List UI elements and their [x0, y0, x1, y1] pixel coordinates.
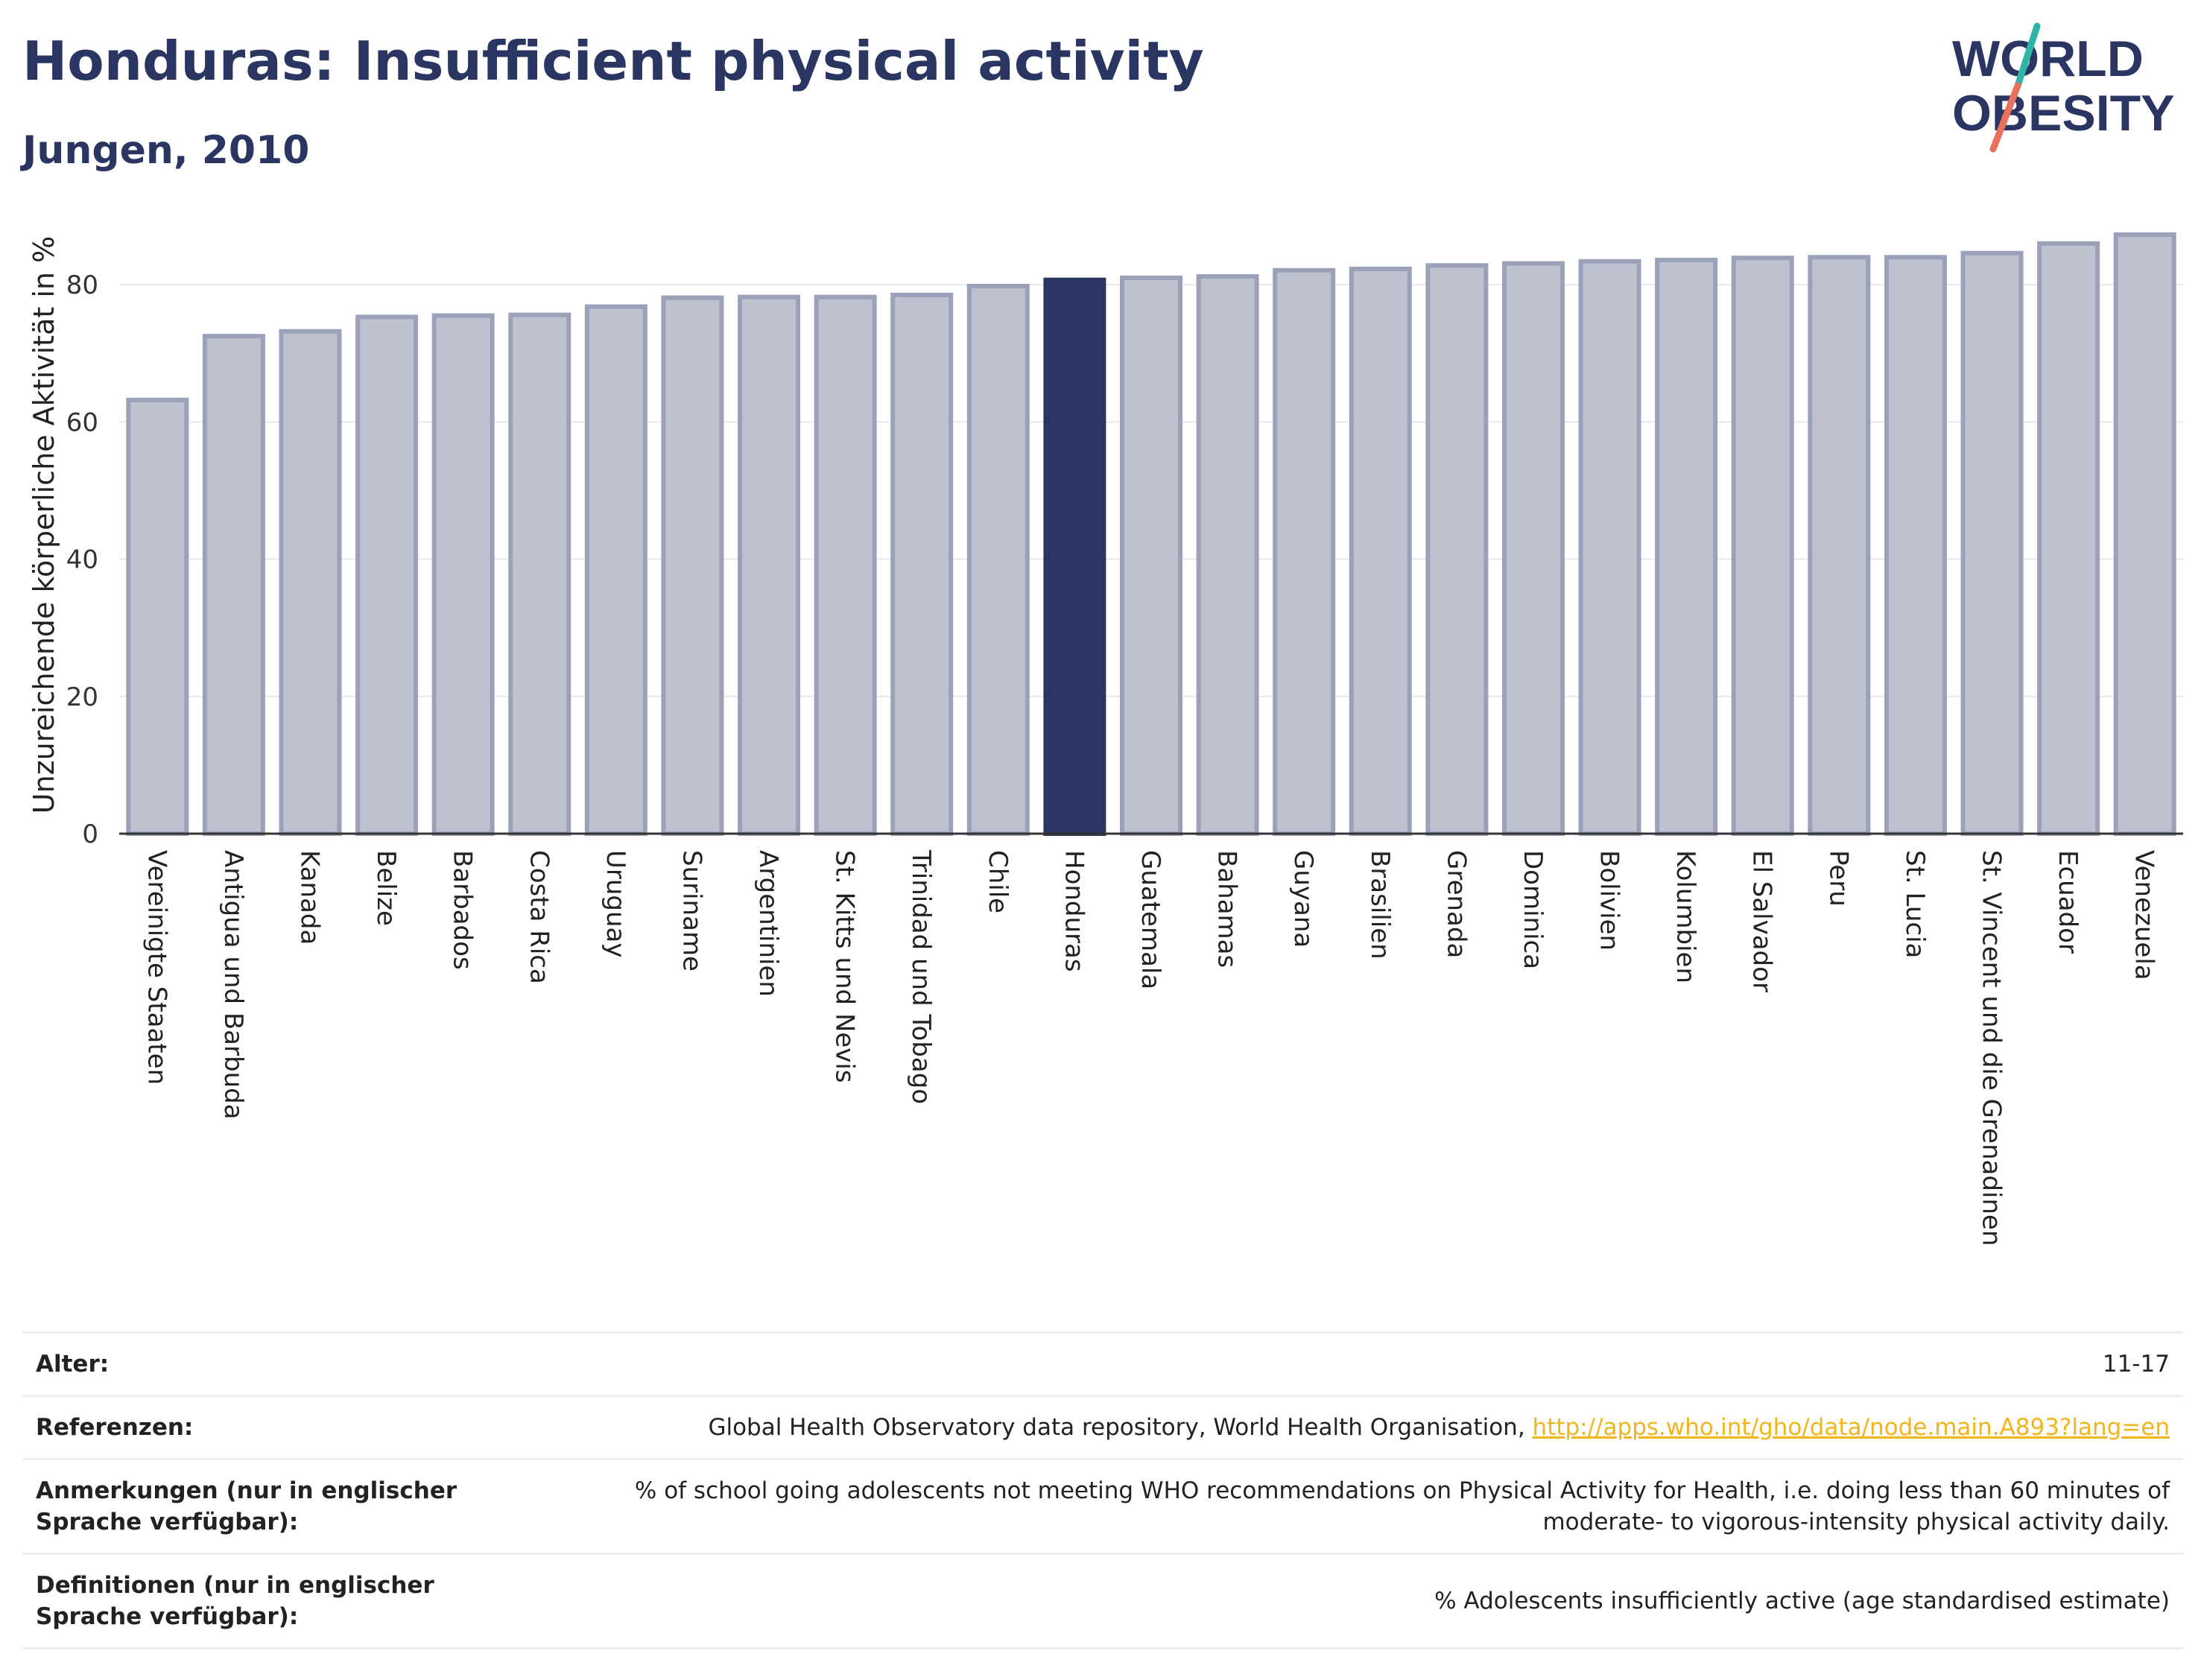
x-tick-label: Guatemala	[1136, 850, 1165, 989]
x-tick-label: Ecuador	[2053, 850, 2083, 954]
x-tick-label: Suriname	[677, 850, 706, 971]
highlight-bar	[1043, 277, 1106, 836]
bar	[1273, 267, 1336, 837]
info-key: Definitionen (nur in englischer Sprache …	[36, 1572, 434, 1630]
y-tick-label: 60	[66, 408, 98, 437]
x-tick-label: Chile	[983, 850, 1013, 913]
info-row-notes: Anmerkungen (nur in englischer Sprache v…	[22, 1458, 2183, 1553]
bar	[1960, 250, 2024, 836]
y-tick-label: 20	[66, 682, 98, 712]
bar	[1120, 275, 1182, 836]
logo-word-2: OBESITY	[1952, 85, 2175, 142]
info-value: % Adolescents insufficiently active (age…	[1434, 1588, 2170, 1614]
x-tick-label: Vereinigte Staaten	[142, 850, 171, 1085]
x-tick-label: El Salvador	[1747, 850, 1777, 992]
x-tick-label: Venezuela	[2129, 850, 2159, 980]
reference-text: Global Health Observatory data repositor…	[708, 1414, 1533, 1441]
info-key: Referenzen:	[36, 1414, 194, 1441]
logo-slash-bottom	[1989, 82, 2021, 153]
logo-word-1: WORLD	[1952, 31, 2144, 87]
chart-subtitle: Jungen, 2010	[22, 128, 310, 173]
info-row-age: Alter: 11-17	[22, 1331, 2183, 1395]
bar	[2113, 232, 2176, 836]
x-tick-label: Grenada	[1441, 850, 1471, 958]
x-tick-label: Bolivien	[1595, 850, 1624, 951]
x-tick-label: Dominica	[1518, 850, 1548, 969]
bar	[966, 283, 1030, 837]
x-tick-label: Peru	[1823, 850, 1853, 907]
bar	[1884, 255, 1947, 836]
bar	[1578, 259, 1641, 836]
bar	[431, 313, 495, 836]
x-tick-label: St. Vincent und die Grenadinen	[1977, 850, 2007, 1246]
x-tick-label: Uruguay	[601, 850, 630, 958]
x-tick-label: St. Lucia	[1900, 850, 1930, 958]
x-tick-label: Antigua und Barbuda	[218, 850, 248, 1120]
bar	[1425, 263, 1489, 836]
bar	[1196, 274, 1259, 836]
x-tick-label: Argentinien	[753, 850, 783, 997]
chart-title: Honduras: Insufficient physical activity	[22, 30, 1204, 92]
bar	[2037, 241, 2100, 837]
info-row-definitions: Definitionen (nur in englischer Sprache …	[22, 1553, 2183, 1649]
bar	[1501, 261, 1565, 837]
y-axis-title: Unzureichende körperliche Aktivität in %	[28, 236, 60, 814]
x-tick-label: Guyana	[1288, 850, 1318, 948]
x-tick-label: Costa Rica	[524, 850, 554, 984]
x-tick-label: Barbados	[448, 850, 478, 970]
logo-slash-top	[2014, 22, 2041, 89]
bar	[508, 312, 571, 836]
x-tick-label: Kanada	[294, 850, 324, 945]
x-tick-label: Honduras	[1059, 850, 1089, 972]
bar	[279, 329, 342, 837]
info-key: Alter:	[36, 1351, 110, 1378]
y-tick-label: 0	[82, 820, 98, 849]
y-tick-label: 40	[66, 545, 98, 575]
info-table: Alter: 11-17 Referenzen: Global Health O…	[22, 1331, 2183, 1649]
x-tick-label: St. Kitts und Nevis	[830, 850, 860, 1083]
info-value: Global Health Observatory data repositor…	[559, 1412, 2183, 1443]
bar	[584, 304, 647, 836]
bar	[738, 294, 801, 836]
y-tick-label: 80	[66, 270, 98, 300]
bar	[126, 397, 189, 836]
bar	[661, 295, 724, 836]
world-obesity-logo: WORLD OBESITY	[1952, 22, 2175, 153]
bar	[1808, 255, 1871, 836]
info-key: Anmerkungen (nur in englischer Sprache v…	[36, 1477, 457, 1535]
reference-link[interactable]: http://apps.who.int/gho/data/node.main.A…	[1532, 1414, 2170, 1441]
info-value: 11-17	[2102, 1351, 2170, 1378]
bar	[890, 292, 954, 836]
bar	[1349, 266, 1412, 837]
bar	[202, 334, 265, 836]
bar	[355, 314, 419, 836]
x-tick-label: Belize	[371, 850, 401, 926]
bar	[1655, 257, 1718, 836]
x-tick-label: Trinidad und Tobago	[906, 849, 936, 1104]
x-tick-label: Kolumbien	[1671, 850, 1700, 983]
info-row-references: Referenzen: Global Health Observatory da…	[22, 1395, 2183, 1458]
bar	[814, 294, 877, 836]
info-value: % of school going adolescents not meetin…	[634, 1477, 2170, 1535]
x-tick-label: Bahamas	[1212, 850, 1242, 968]
x-tick-label: Brasilien	[1365, 850, 1395, 960]
bar	[1731, 256, 1794, 836]
